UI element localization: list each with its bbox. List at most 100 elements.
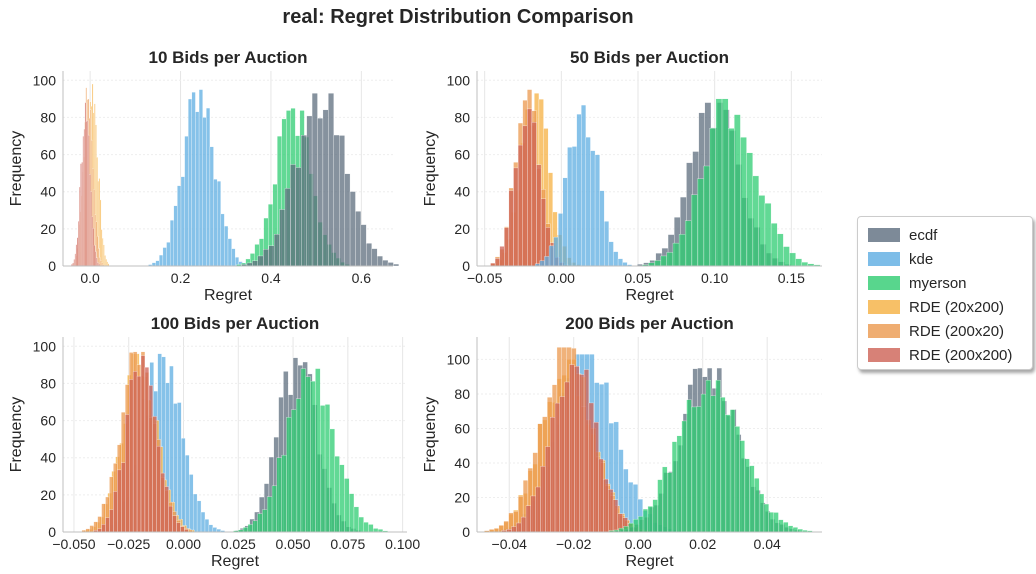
bar-0-2-4	[74, 253, 77, 267]
bar-0-5-8	[279, 209, 286, 267]
bar-2-0-25	[193, 493, 198, 533]
bar-0-0-25	[102, 237, 104, 267]
bar-2-0-30	[212, 527, 217, 533]
legend-swatch-rde-20x200	[868, 300, 900, 314]
bar-0-0-23	[99, 199, 102, 267]
x-tick-label-2-0: −0.050	[52, 536, 95, 552]
y-tick-label-0-5: 100	[33, 72, 57, 88]
legend-item-rde-20x200: RDE (20x200)	[868, 295, 1026, 319]
bar-3-5-13	[662, 466, 668, 533]
bar-3-5-25	[720, 397, 726, 533]
bar-0-3-19	[213, 179, 218, 267]
y-tick-label-1-2: 40	[454, 184, 470, 200]
x-tick-label-3-4: 0.04	[754, 536, 781, 552]
bar-3-5-20	[696, 406, 702, 533]
bar-2-5-15	[300, 368, 306, 533]
bar-3-5-29	[739, 440, 745, 533]
bar-3-5-12	[657, 479, 663, 533]
legend-label-rde-200x200: RDE (200x200)	[909, 346, 1013, 364]
bar-0-5-4	[257, 255, 264, 267]
x-tick-label-2-4: 0.050	[276, 536, 311, 552]
y-tick-label-0-3: 60	[40, 147, 56, 163]
bar-3-5-14	[667, 472, 673, 533]
bar-2-3-2	[97, 528, 102, 533]
bar-0-5-12	[301, 135, 307, 267]
legend: ecdf kde myerson RDE (20x200) RDE (200x2…	[857, 216, 1033, 370]
bar-0-5-29	[393, 263, 400, 267]
bar-0-3-18	[209, 146, 214, 267]
x-tick-label-0-1: 0.2	[171, 270, 191, 286]
bar-3-3-6	[525, 505, 531, 533]
bar-0-3-12	[188, 98, 192, 267]
y-tick-label-2-2: 40	[40, 450, 56, 466]
bar-2-0-24	[189, 474, 194, 533]
bar-1-5-24	[783, 246, 790, 267]
legend-item-rde-200x200: RDE (200x200)	[868, 343, 1026, 367]
x-axis-label-1: Regret	[625, 287, 674, 304]
bar-2-3-7	[117, 469, 122, 533]
bar-0-5-17	[328, 93, 334, 267]
legend-label-myerson: myerson	[909, 274, 967, 292]
bar-2-3-21	[172, 515, 177, 533]
bar-3-3-17	[579, 374, 585, 533]
bar-3-3-5	[521, 516, 527, 533]
bar-3-5-31	[749, 465, 755, 533]
bar-1-5-26	[795, 258, 802, 267]
x-axis-label-0: Regret	[204, 287, 253, 304]
y-tick-label-1-1: 20	[454, 221, 470, 237]
x-tick-label-0-2: 0.4	[261, 270, 281, 286]
legend-swatch-ecdf	[868, 228, 900, 242]
bar-0-1-26	[100, 260, 102, 267]
charts-canvas: 0.0 0.2 0.4 0.6 0 20 40 60 80 100 10 Bids per Auct…	[8, 48, 822, 570]
bar-0-5-16	[322, 109, 329, 267]
bar-0-2-19	[91, 216, 93, 267]
bar-3-3-20	[593, 422, 599, 533]
bar-1-5-16	[734, 114, 741, 267]
bar-0-3-16	[202, 117, 207, 267]
bar-3-5-37	[778, 519, 784, 533]
x-axis-label-2: Regret	[211, 553, 260, 570]
bar-0-0-26	[103, 244, 105, 267]
bar-1-5-15	[728, 128, 735, 267]
bar-0-5-15	[317, 118, 324, 267]
x-tick-label-1-0: −0.05	[467, 270, 503, 286]
bar-0-5-3	[252, 260, 258, 267]
bar-1-3-4	[548, 245, 554, 267]
bar-0-3-5	[162, 247, 167, 267]
y-tick-label-1-4: 80	[454, 109, 470, 125]
bar-3-5-26	[725, 414, 731, 533]
bar-0-2-12	[83, 128, 86, 267]
bar-3-5-40	[792, 527, 798, 533]
bar-1-5-12	[709, 128, 717, 267]
bar-2-5-8	[267, 496, 273, 533]
bar-1-5-11	[703, 165, 710, 267]
y-axis-label-1: Frequency	[422, 131, 439, 207]
bar-1-2-10	[531, 122, 537, 267]
bar-3-3-4	[516, 522, 522, 533]
bar-0-5-24	[366, 243, 372, 267]
bar-2-5-28	[363, 522, 369, 533]
bar-2-5-11	[281, 454, 287, 533]
bar-1-2-7	[517, 144, 523, 267]
bar-0-5-20	[344, 173, 351, 267]
bar-1-2-5	[508, 190, 514, 267]
bar-3-3-7	[530, 495, 536, 533]
bar-2-5-9	[271, 485, 277, 533]
bar-3-5-32	[754, 478, 760, 533]
bar-3-5-23	[710, 395, 716, 533]
bar-1-5-13	[715, 98, 723, 267]
bar-2-5-6	[257, 513, 263, 533]
bar-1-3-11	[581, 104, 587, 267]
bar-1-5-18	[746, 152, 753, 267]
bar-3-5-22	[705, 379, 711, 533]
bar-2-5-27	[358, 516, 364, 533]
bar-0-2-16	[88, 134, 90, 267]
bar-1-5-17	[740, 137, 747, 267]
bar-0-3-20	[217, 181, 221, 267]
bar-3-3-21	[598, 458, 604, 533]
bar-3-3-11	[550, 417, 556, 533]
bar-3-5-39	[787, 525, 794, 533]
bar-3-5-28	[734, 426, 740, 533]
bar-3-5-38	[783, 522, 789, 533]
bar-0-5-7	[273, 234, 280, 267]
